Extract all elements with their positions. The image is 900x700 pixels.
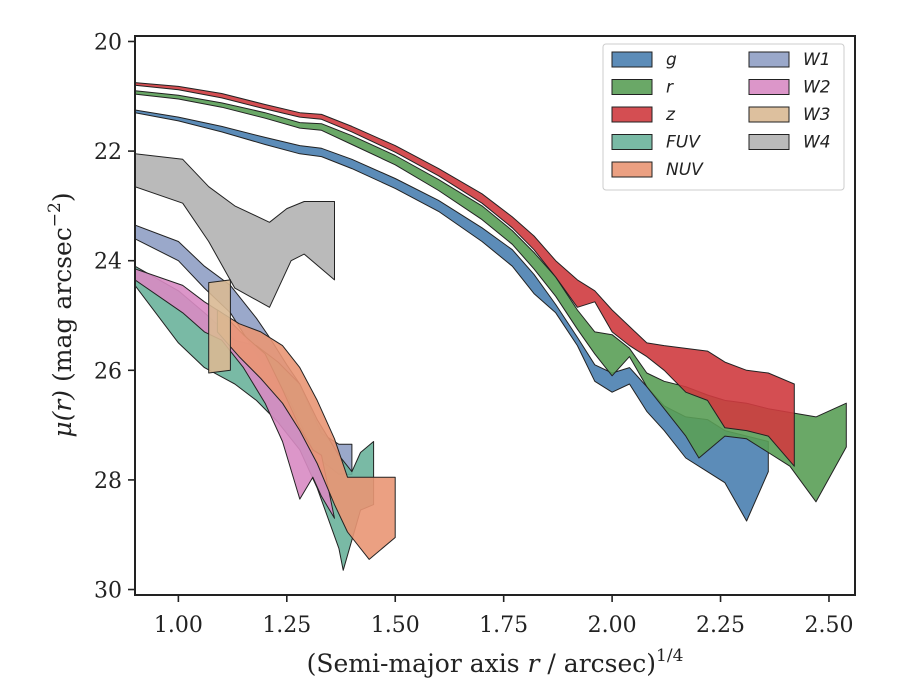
legend-swatch-z: [611, 106, 653, 123]
band-w3: [208, 279, 231, 374]
legend-label-w2: W2: [803, 78, 831, 98]
legend-swatch-r: [611, 79, 653, 95]
band-w4: [135, 153, 335, 308]
x-axis: 1.00 1.25 1.50 1.75 2.00 2.25 2.50: [154, 595, 853, 638]
x-tick-label: 2.00: [588, 613, 637, 638]
band-fuv: [135, 265, 375, 571]
x-tick-label: 1.00: [154, 613, 203, 638]
y-tick-label: 24: [94, 250, 122, 275]
y-axis-label: μ(r) (mag arcsec−2): [45, 192, 77, 437]
x-tick-label: 1.50: [371, 613, 420, 638]
legend-label-w4: W4: [803, 133, 831, 153]
legend-label-g: g: [666, 50, 677, 70]
y-tick-label: 26: [94, 359, 122, 384]
x-tick-label: 1.25: [262, 613, 311, 638]
legend-label-nuv: NUV: [666, 160, 704, 180]
band-z: [135, 82, 795, 467]
y-tick-label: 30: [94, 579, 122, 604]
y-tick-label: 28: [94, 469, 122, 494]
legend-label-fuv: FUV: [666, 133, 701, 153]
bands-layer: [135, 82, 847, 571]
legend-label-w1: W1: [803, 50, 831, 70]
legend-swatch-w4: [748, 134, 790, 150]
y-tick-label: 22: [94, 140, 122, 165]
x-axis-label: (Semi-major axis r / arcsec)1/4: [307, 646, 684, 678]
legend-label-r: r: [666, 78, 674, 98]
x-tick-label: 1.75: [479, 613, 528, 638]
legend-swatch-fuv: [611, 134, 653, 150]
band-g: [135, 109, 769, 522]
x-tick-label: 2.25: [696, 613, 745, 638]
legend-swatch-w2: [748, 79, 790, 95]
legend-swatch-g: [611, 51, 653, 68]
legend-swatch-nuv: [611, 161, 653, 178]
plot-frame: [134, 35, 856, 596]
band-nuv: [216, 309, 396, 560]
legend-swatch-w1: [748, 51, 790, 68]
y-axis: 20 22 24 26 28 30: [94, 30, 135, 604]
band-r: [135, 90, 847, 503]
legend: grz FUV NUV W1 W2 W3 W4: [602, 43, 845, 191]
x-tick-label: 2.50: [804, 613, 853, 638]
legend-label-w3: W3: [803, 105, 831, 125]
legend-label-z: z: [665, 105, 676, 125]
y-tick-label: 20: [94, 30, 122, 55]
legend-swatch-w3: [748, 106, 790, 123]
